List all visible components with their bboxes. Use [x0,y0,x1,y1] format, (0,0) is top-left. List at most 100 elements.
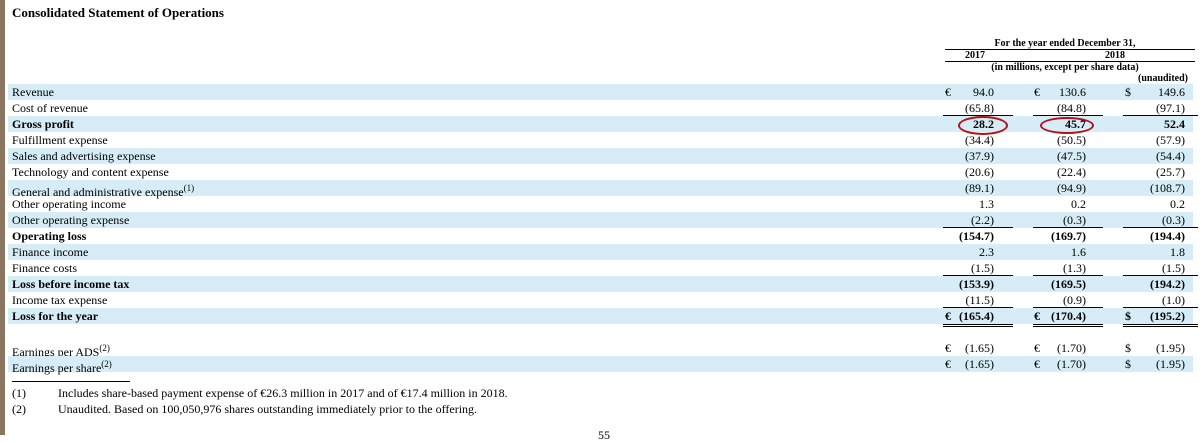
total-underline [1123,115,1198,116]
total-underline [1033,324,1103,327]
row-label: Earnings per ADS(2) [12,343,110,359]
c1-value: (20.6) [965,165,994,179]
row-label: Other operating income [12,197,126,211]
c1-value: (34.4) [965,133,994,147]
c2-value: 1.6 [1071,245,1086,259]
period-header: For the year ended December 31, [994,38,1136,49]
c2-value: (0.9) [1063,293,1086,307]
currency-symbol: € [945,309,951,323]
table-row: Other operating expense (2.2) (0.3) (0.3) [8,212,1198,228]
row-label: Technology and content expense [12,165,169,179]
table-row: Income tax expense (11.5) (0.9) (1.0) [8,292,1198,308]
currency-symbol: € [1034,341,1040,355]
c1-value: (65.8) [965,101,994,115]
footnote-ref: (2) [99,343,110,353]
table-row: Fulfillment expense (34.4) (50.5) (57.9) [8,132,1193,148]
table-row: Earnings per ADS(2) € (1.65) € (1.70) $ (1.95) [8,340,1193,359]
c1-value: 94.0 [973,85,994,99]
currency-symbol: $ [1125,341,1131,355]
year-header-rule [945,61,1195,62]
total-underline [1033,227,1103,228]
c3-value: (194.4) [1150,229,1185,243]
row-label: Loss for the year [12,309,99,323]
c3-value: (194.2) [1150,277,1185,291]
table-row: Earnings per share(2) € (1.65) € (1.70) $ (1.9… [8,356,1193,375]
table-row: Revenue €94.0 €130.6 $149.6 [8,84,1193,100]
footnote-ref: (2) [101,359,112,369]
c1-value: (89.1) [965,181,994,195]
circle-annotation-2017 [958,116,1008,135]
row-label: Income tax expense [12,293,108,307]
c2-value: (47.5) [1057,149,1086,163]
c2-value: (84.8) [1057,101,1086,115]
currency-symbol: $ [1125,357,1131,371]
year-2018-header: 2018 [1105,50,1125,61]
c3-value: (0.3) [1162,213,1185,227]
table-row: Finance costs (1.5) (1.3) (1.5) [8,260,1198,276]
c2-value: (50.5) [1057,133,1086,147]
c3-value: 1.8 [1170,245,1185,259]
currency-symbol: € [1034,357,1040,371]
row-label: Revenue [12,85,54,99]
row-label: Earnings per share(2) [12,359,112,375]
currency-symbol: € [945,341,951,355]
c2-value: (169.5) [1051,277,1086,291]
year-2017-header: 2017 [965,50,985,61]
c3-value: (25.7) [1156,165,1185,179]
c3-value: (1.5) [1162,261,1185,275]
total-underline [1033,115,1103,116]
c3-value: (1.0) [1162,293,1185,307]
c2-value: 130.6 [1059,85,1086,99]
footnote-ref: (1) [183,183,195,193]
c1-value: (1.5) [971,261,994,275]
c2-value: 0.2 [1071,197,1086,211]
currency-symbol: € [945,85,951,99]
c1-value: (11.5) [965,293,994,307]
page-number: 55 [598,428,610,442]
total-underline [1123,227,1198,228]
statement-table: Revenue €94.0 €130.6 $149.6 Cost of revenue (… [8,84,1198,327]
c3-value: (1.95) [1156,357,1185,371]
c1-value: (154.7) [959,229,994,243]
table-row: Loss for the year € (165.4) € (170.4) $ (195.2… [8,308,1198,327]
table-row: Finance income 2.3 1.6 1.8 [8,244,1193,260]
row-label: Finance income [12,245,89,259]
c3-value: (57.9) [1156,133,1185,147]
total-underline [1123,324,1198,327]
total-underline [1033,307,1103,308]
c2-value: (22.4) [1057,165,1086,179]
row-label: Cost of revenue [12,101,88,115]
total-underline [943,275,1013,276]
c1-value: (2.2) [971,213,994,227]
unaudited-note: (unaudited) [1137,73,1188,84]
total-underline [943,307,1013,308]
header-rule [945,49,1195,50]
row-label: General and administrative expense(1) [12,183,195,199]
c2-value: (1.3) [1063,261,1086,275]
table-row: Cost of revenue (65.8) (84.8) (97.1) [8,100,1198,116]
table-row: Gross profit 28.2 45.7 52.4 [8,116,1193,132]
row-label: Operating loss [12,229,87,243]
table-row: Loss before income tax (153.9) (169.5) (194… [8,276,1193,292]
footnote-rule [12,381,130,382]
unit-note: (in millions, except per share data) [991,62,1139,73]
table-row: General and administrative expense(1) (89… [8,180,1193,199]
c1-value: (153.9) [959,277,994,291]
c3-value: 149.6 [1158,85,1185,99]
c2-value: (94.9) [1057,181,1086,195]
statement-title: Consolidated Statement of Operations [12,5,224,20]
c3-value: (195.2) [1150,309,1185,323]
table-row: Operating loss (154.7) (169.7) (194.4) [8,228,1193,244]
c1-value: (165.4) [959,309,994,323]
left-edge-strip [0,0,5,435]
eps-table: Earnings per ADS(2) € (1.65) € (1.70) $ (1.95)… [8,340,1193,375]
c3-value: (54.4) [1156,149,1185,163]
c3-value: 0.2 [1170,197,1185,211]
total-underline [1123,275,1198,276]
c3-value: (97.1) [1156,101,1185,115]
row-label: Other operating expense [12,213,130,227]
total-underline [943,324,1013,327]
total-underline [1033,275,1103,276]
row-label: Finance costs [12,261,77,275]
c3-value: (108.7) [1150,181,1185,195]
